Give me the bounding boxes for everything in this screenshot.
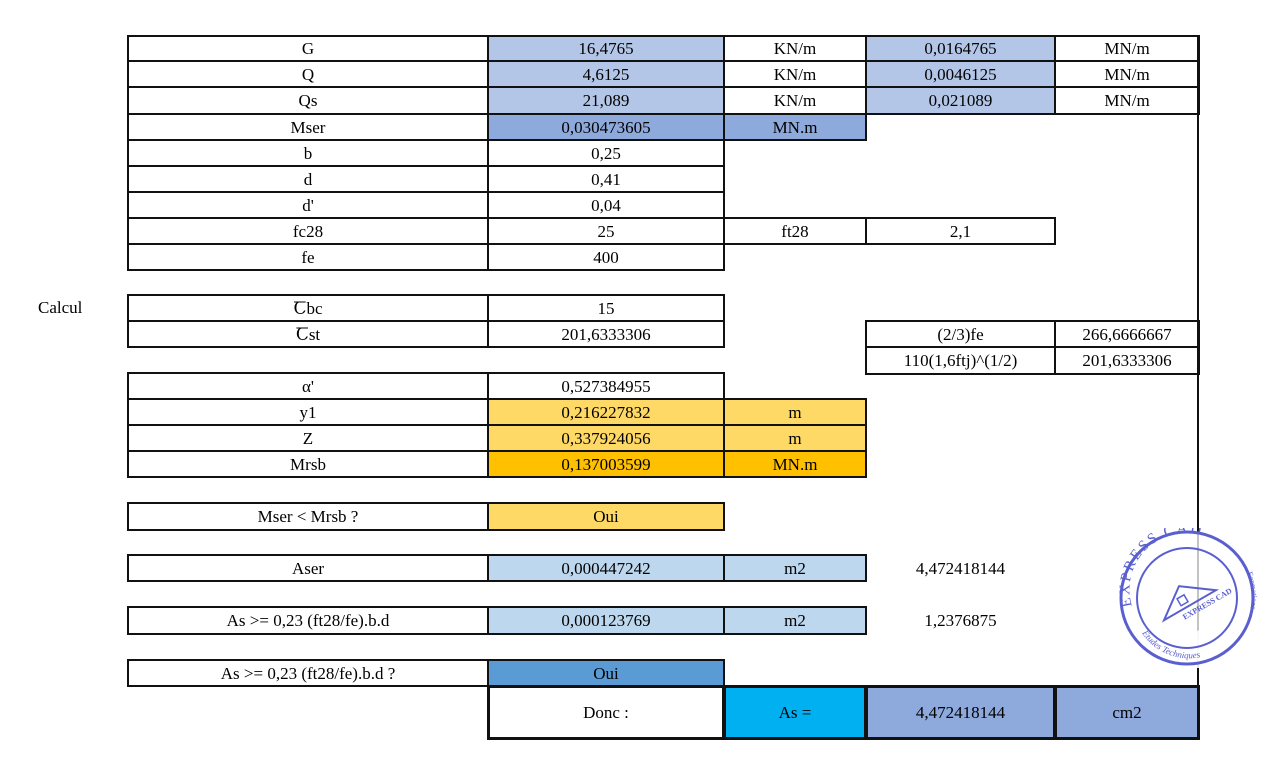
cell-qs-label[interactable]: Qs: [127, 86, 489, 115]
cell-asmin-cm2[interactable]: 1,2376875: [924, 611, 997, 630]
cell-sigma-st-value[interactable]: 201,6333306: [487, 320, 725, 348]
cell-qs-unit-mn[interactable]: MN/m: [1054, 86, 1200, 115]
cell-qs-value-mn[interactable]: 0,021089: [865, 86, 1056, 115]
cell-two-thirds-fe-label[interactable]: (2/3)fe: [865, 320, 1056, 348]
cell-aser-label[interactable]: Aser: [127, 554, 489, 582]
cell-q-value-mn[interactable]: 0,0046125: [865, 60, 1056, 88]
cell-result-unit[interactable]: cm2: [1054, 685, 1200, 740]
cell-110-formula-label[interactable]: 110(1,6ftj)^(1/2): [865, 346, 1056, 375]
cell-mser-label[interactable]: Mser: [127, 113, 489, 141]
cell-two-thirds-fe-value[interactable]: 266,6666667: [1054, 320, 1200, 348]
cell-mser-check-value[interactable]: Oui: [487, 502, 725, 531]
cell-sigma-bc-value[interactable]: 15: [487, 294, 725, 322]
cell-mser-value[interactable]: 0,030473605: [487, 113, 725, 141]
cell-y1-value[interactable]: 0,216227832: [487, 398, 725, 426]
cell-g-label[interactable]: G: [127, 35, 489, 62]
cell-q-value[interactable]: 4,6125: [487, 60, 725, 88]
express-cad-stamp: EXPRESS CAD Etudes Techniques Formations…: [1112, 521, 1262, 668]
cell-asmin-unit[interactable]: m2: [723, 606, 867, 635]
cell-aser-cm2[interactable]: 4,472418144: [915, 558, 1006, 578]
cell-aser-unit[interactable]: m2: [723, 554, 867, 582]
cell-asmin-check-value[interactable]: Oui: [487, 659, 725, 687]
cell-mrsb-unit[interactable]: MN.m: [723, 450, 867, 478]
cell-qs-value[interactable]: 21,089: [487, 86, 725, 115]
cell-alpha-label[interactable]: α': [127, 372, 489, 400]
cell-b-value[interactable]: 0,25: [487, 139, 725, 167]
cell-mrsb-value[interactable]: 0,137003599: [487, 450, 725, 478]
cell-asmin-value[interactable]: 0,000123769: [487, 606, 725, 635]
cell-mser-check-label[interactable]: Mser < Mrsb ?: [127, 502, 489, 531]
cell-fe-value[interactable]: 400: [487, 243, 725, 271]
calcul-label: Calcul: [38, 298, 83, 317]
cell-d-value[interactable]: 0,41: [487, 165, 725, 193]
cell-g-value-mn[interactable]: 0,0164765: [865, 35, 1056, 62]
cell-sigma-st-label[interactable]: Ꞇst: [127, 320, 489, 348]
cell-ft28-value[interactable]: 2,1: [865, 217, 1056, 245]
cell-qs-unit[interactable]: KN/m: [723, 86, 867, 115]
cell-g-unit-mn[interactable]: MN/m: [1054, 35, 1200, 62]
cell-q-unit-mn[interactable]: MN/m: [1054, 60, 1200, 88]
cell-y1-label[interactable]: y1: [127, 398, 489, 426]
cell-z-unit[interactable]: m: [723, 424, 867, 452]
cell-b-label[interactable]: b: [127, 139, 489, 167]
table-right-border: [1197, 35, 1199, 685]
cell-mser-unit[interactable]: MN.m: [723, 113, 867, 141]
cell-asmin-check-label[interactable]: As >= 0,23 (ft28/fe).b.d ?: [127, 659, 489, 687]
stamp-icon: EXPRESS CAD Etudes Techniques Formations…: [1117, 521, 1262, 668]
cell-dprime-label[interactable]: d': [127, 191, 489, 219]
cell-z-label[interactable]: Z: [127, 424, 489, 452]
cell-g-value[interactable]: 16,4765: [487, 35, 725, 62]
cell-dprime-value[interactable]: 0,04: [487, 191, 725, 219]
cell-result-name[interactable]: As =: [723, 685, 867, 740]
cell-g-unit[interactable]: KN/m: [723, 35, 867, 62]
cell-fc28-value[interactable]: 25: [487, 217, 725, 245]
cell-ft28-label[interactable]: ft28: [723, 217, 867, 245]
cell-asmin-label[interactable]: As >= 0,23 (ft28/fe).b.d: [127, 606, 489, 635]
cell-sigma-bc-label[interactable]: Ꞇbc: [127, 294, 489, 322]
cell-y1-unit[interactable]: m: [723, 398, 867, 426]
cell-fc28-label[interactable]: fc28: [127, 217, 489, 245]
cell-aser-value[interactable]: 0,000447242: [487, 554, 725, 582]
cell-d-label[interactable]: d: [127, 165, 489, 193]
cell-result-label[interactable]: Donc :: [487, 685, 725, 740]
cell-q-unit[interactable]: KN/m: [723, 60, 867, 88]
cell-q-label[interactable]: Q: [127, 60, 489, 88]
cell-result-value[interactable]: 4,472418144: [865, 685, 1056, 740]
cell-fe-label[interactable]: fe: [127, 243, 489, 271]
cell-110-formula-value[interactable]: 201,6333306: [1054, 346, 1200, 375]
cell-mrsb-label[interactable]: Mrsb: [127, 450, 489, 478]
cell-alpha-value[interactable]: 0,527384955: [487, 372, 725, 400]
cell-z-value[interactable]: 0,337924056: [487, 424, 725, 452]
